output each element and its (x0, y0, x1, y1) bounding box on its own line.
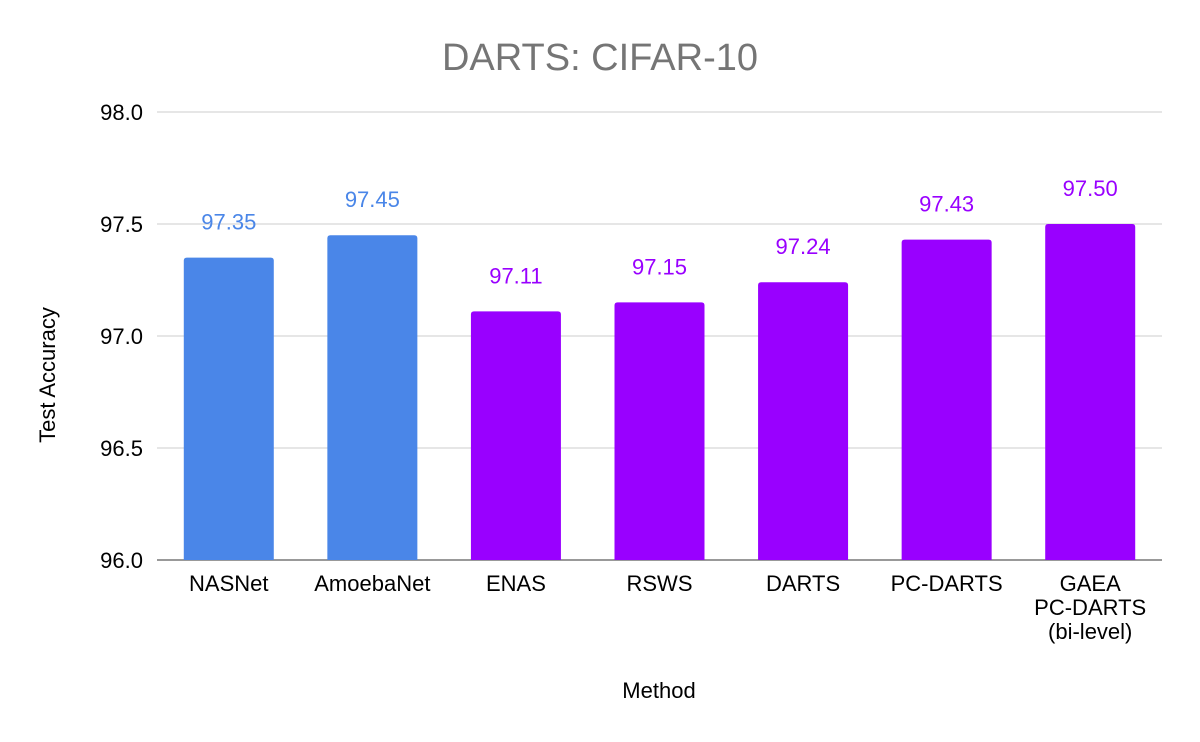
data-label: 97.11 (489, 263, 542, 288)
x-category-label: GAEA (1060, 571, 1121, 596)
x-category-label: (bi-level) (1048, 619, 1132, 644)
y-tick-label: 98.0 (100, 100, 143, 125)
y-axis-title: Test Accuracy (35, 307, 60, 443)
x-category-label: PC-DARTS (891, 571, 1003, 596)
y-tick-label: 96.5 (100, 436, 143, 461)
x-category-label: RSWS (627, 571, 693, 596)
data-label: 97.35 (201, 210, 256, 235)
data-label: 97.24 (776, 234, 831, 259)
y-tick-label: 96.0 (100, 548, 143, 573)
bars (183, 224, 1136, 560)
data-label: 97.50 (1063, 176, 1118, 201)
bar (1045, 224, 1136, 560)
x-axis-title: Method (622, 678, 695, 703)
x-category-label: PC-DARTS (1034, 595, 1146, 620)
y-tick-label: 97.0 (100, 324, 143, 349)
data-labels: 97.35 97.45 97.11 97.15 97.24 97.43 97.50 (201, 176, 1117, 288)
x-category-label: ENAS (486, 571, 546, 596)
bar (901, 239, 992, 560)
y-axis-ticks: 96.0 96.5 97.0 97.5 98.0 (100, 100, 143, 573)
x-axis-categories: NASNet AmoebaNet ENAS RSWS DARTS PC-DARTS GAEA… (189, 571, 1146, 644)
bar (470, 311, 561, 560)
x-category-label: NASNet (189, 571, 268, 596)
bar (758, 282, 849, 560)
y-tick-label: 97.5 (100, 212, 143, 237)
bar (183, 257, 274, 560)
bar (327, 235, 418, 560)
bar (614, 302, 705, 560)
data-label: 97.43 (919, 192, 974, 217)
data-label: 97.45 (345, 187, 400, 212)
data-label: 97.15 (632, 254, 687, 279)
x-category-label: AmoebaNet (314, 571, 430, 596)
x-category-label: DARTS (766, 571, 840, 596)
chart-title: DARTS: CIFAR-10 (442, 37, 758, 79)
